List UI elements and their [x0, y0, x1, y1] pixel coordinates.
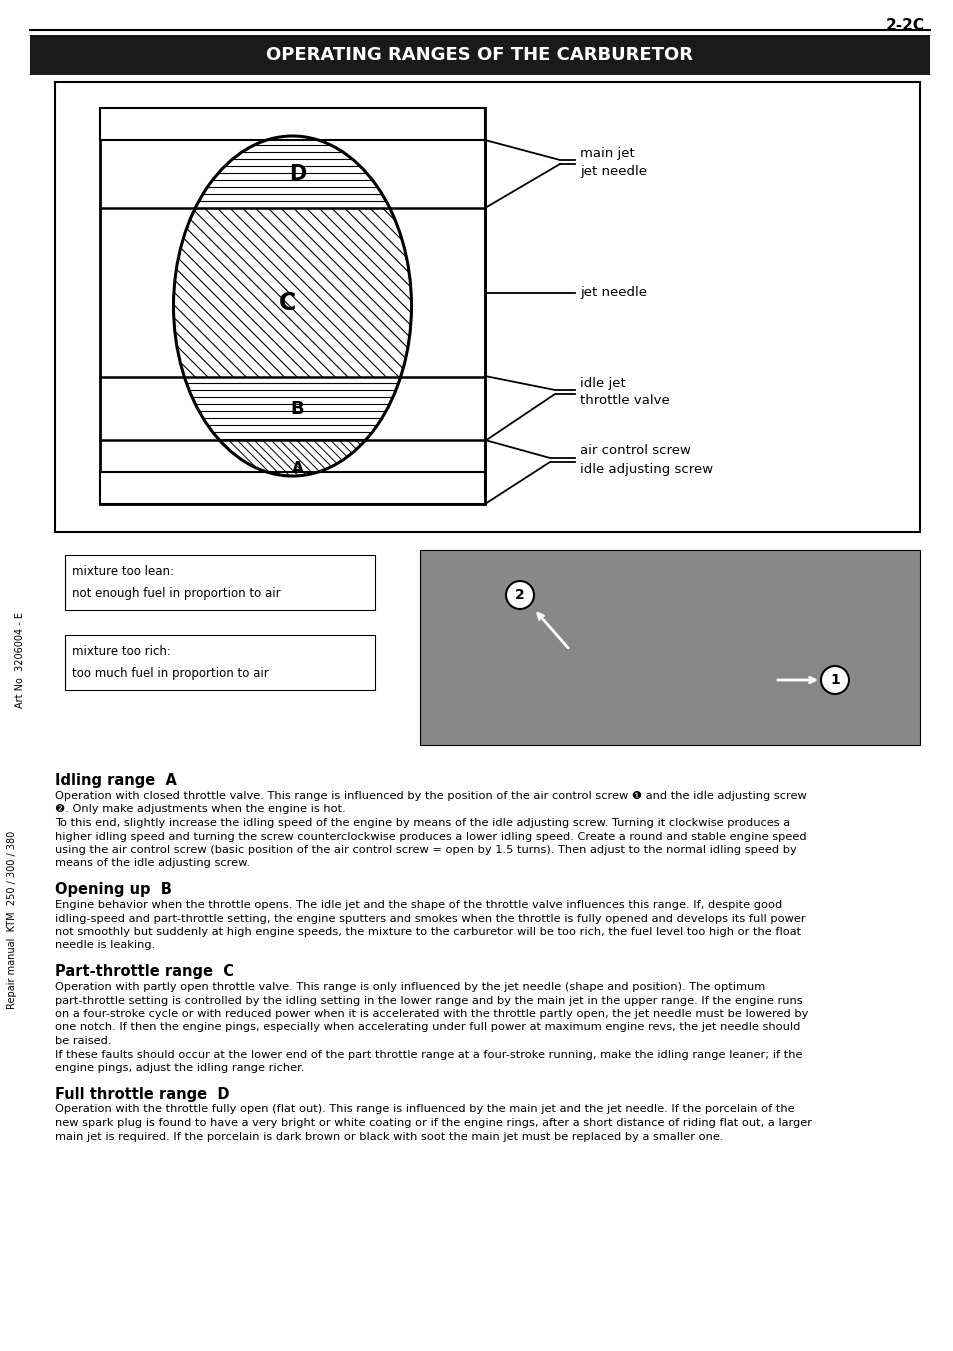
- Bar: [65, 635, 375, 690]
- Text: Art No  3206004 - E: Art No 3206004 - E: [15, 612, 25, 708]
- Text: Engine behavior when the throttle opens. The idle jet and the shape of the throt: Engine behavior when the throttle opens.…: [55, 900, 781, 911]
- Text: idle jet
throttle valve: idle jet throttle valve: [579, 377, 669, 408]
- Text: engine pings, adjust the idling range richer.: engine pings, adjust the idling range ri…: [55, 1063, 304, 1073]
- Text: Part-throttle range  C: Part-throttle range C: [55, 965, 233, 979]
- Text: not enough fuel in proportion to air: not enough fuel in proportion to air: [71, 586, 280, 600]
- Text: main jet is required. If the porcelain is dark brown or black with soot the main: main jet is required. If the porcelain i…: [55, 1132, 722, 1142]
- Bar: [55, 82, 919, 532]
- Text: To this end, slightly increase the idling speed of the engine by means of the id: To this end, slightly increase the idlin…: [55, 817, 789, 828]
- Text: ❷. Only make adjustments when the engine is hot.: ❷. Only make adjustments when the engine…: [55, 804, 345, 815]
- Text: one notch. If then the engine pings, especially when accelerating under full pow: one notch. If then the engine pings, esp…: [55, 1023, 800, 1032]
- Text: 2: 2: [515, 588, 524, 603]
- Text: main jet
jet needle: main jet jet needle: [579, 146, 646, 177]
- Text: OPERATING RANGES OF THE CARBURETOR: OPERATING RANGES OF THE CARBURETOR: [266, 46, 693, 63]
- Text: needle is leaking.: needle is leaking.: [55, 940, 155, 951]
- Bar: [100, 108, 484, 141]
- Text: idling-speed and part-throttle setting, the engine sputters and smokes when the : idling-speed and part-throttle setting, …: [55, 913, 804, 924]
- Bar: [100, 108, 484, 504]
- Bar: [30, 35, 929, 76]
- Bar: [100, 471, 484, 504]
- Text: Operation with partly open throttle valve. This range is only influenced by the : Operation with partly open throttle valv…: [55, 982, 764, 992]
- Text: means of the idle adjusting screw.: means of the idle adjusting screw.: [55, 858, 250, 869]
- Text: A: A: [292, 461, 303, 477]
- Text: If these faults should occur at the lower end of the part throttle range at a fo: If these faults should occur at the lowe…: [55, 1050, 801, 1059]
- Text: 2-2C: 2-2C: [885, 18, 924, 32]
- Text: D: D: [289, 163, 306, 184]
- Text: jet needle: jet needle: [579, 286, 646, 299]
- Text: higher idling speed and turning the screw counterclockwise produces a lower idli: higher idling speed and turning the scre…: [55, 831, 806, 842]
- Text: mixture too lean:: mixture too lean:: [71, 565, 173, 578]
- Bar: [419, 550, 919, 744]
- Text: Operation with the throttle fully open (flat out). This range is influenced by t: Operation with the throttle fully open (…: [55, 1105, 794, 1115]
- Text: on a four-stroke cycle or with reduced power when it is accelerated with the thr: on a four-stroke cycle or with reduced p…: [55, 1009, 807, 1019]
- Text: using the air control screw (basic position of the air control screw = open by 1: using the air control screw (basic posit…: [55, 844, 796, 855]
- Text: part-throttle setting is controlled by the idling setting in the lower range and: part-throttle setting is controlled by t…: [55, 996, 801, 1005]
- Text: air control screw
idle adjusting screw: air control screw idle adjusting screw: [579, 444, 713, 476]
- Text: Operation with closed throttle valve. This range is influenced by the position o: Operation with closed throttle valve. Th…: [55, 790, 806, 801]
- Text: B: B: [291, 400, 304, 417]
- Text: Opening up  B: Opening up B: [55, 882, 172, 897]
- Text: Idling range  A: Idling range A: [55, 773, 176, 788]
- Circle shape: [821, 666, 848, 694]
- Text: be raised.: be raised.: [55, 1036, 112, 1046]
- Bar: [65, 555, 375, 611]
- Circle shape: [505, 581, 534, 609]
- Text: not smoothly but suddenly at high engine speeds, the mixture to the carburetor w: not smoothly but suddenly at high engine…: [55, 927, 801, 938]
- Text: too much fuel in proportion to air: too much fuel in proportion to air: [71, 667, 269, 680]
- Text: 1: 1: [829, 673, 839, 688]
- Text: Repair manual  KTM  250 / 300 / 380: Repair manual KTM 250 / 300 / 380: [7, 831, 17, 1009]
- Text: new spark plug is found to have a very bright or white coating or if the engine : new spark plug is found to have a very b…: [55, 1119, 811, 1128]
- Text: mixture too rich:: mixture too rich:: [71, 644, 171, 658]
- Text: C: C: [278, 290, 295, 315]
- Text: Full throttle range  D: Full throttle range D: [55, 1086, 230, 1101]
